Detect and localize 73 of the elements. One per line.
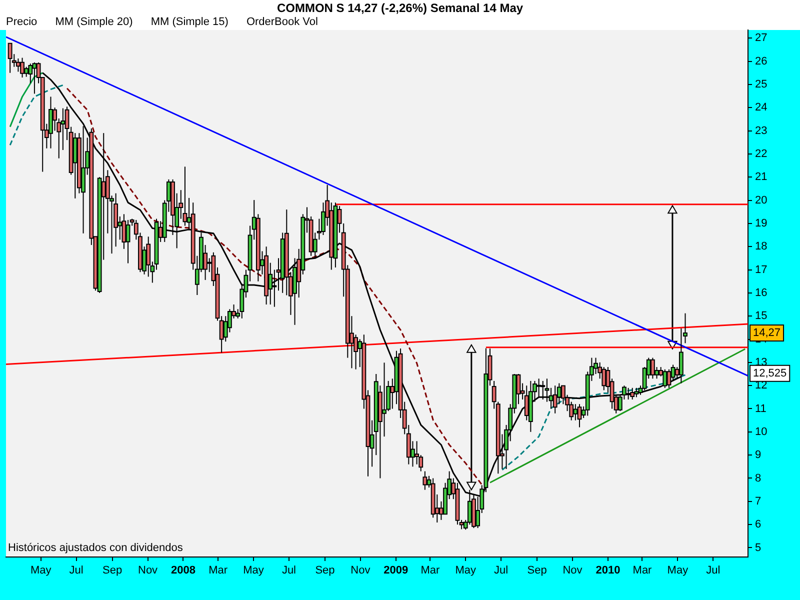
candlestick	[626, 387, 631, 400]
candlestick	[182, 166, 188, 226]
y-tick-label: 7	[755, 495, 762, 508]
y-tick-label: 26	[755, 55, 768, 68]
candlestick	[48, 96, 53, 149]
y-tick-label: 9	[755, 449, 762, 462]
x-tick-label: Nov	[350, 564, 371, 577]
x-tick-label: Jul	[282, 564, 296, 577]
text: MM (Simple 20)	[55, 16, 133, 28]
candlestick	[24, 66, 29, 78]
candlestick	[602, 366, 606, 391]
x-tick-label: 2010	[596, 564, 620, 577]
y-tick-label: 16	[755, 286, 768, 299]
y-tick-label: 10	[755, 426, 768, 438]
candlestick	[540, 380, 546, 400]
x-tick-label: 2008	[170, 564, 196, 577]
text: Precio	[6, 16, 38, 28]
candlestick	[16, 58, 20, 72]
y-tick-label: 6	[755, 518, 762, 531]
y-tick-label: 24	[755, 102, 768, 114]
candlestick	[382, 362, 386, 438]
candlestick	[126, 219, 130, 264]
x-tick-label: Mar	[208, 564, 228, 577]
y-tick-label: 19	[755, 217, 768, 230]
y-tick-label: 15	[755, 310, 768, 322]
y-tick-label: 23	[755, 124, 768, 137]
x-tick-label: Mar	[632, 564, 652, 577]
x-tick-label: May	[667, 564, 689, 577]
x-tick-label: Jul	[494, 564, 508, 577]
candlestick	[666, 368, 672, 388]
x-tick-label: Nov	[562, 564, 583, 577]
candlestick	[634, 387, 639, 398]
candlestick	[536, 378, 542, 398]
candlestick	[20, 57, 24, 78]
candlestick	[32, 62, 37, 94]
x-tick-label: Sep	[102, 564, 122, 577]
x-tick-label: Jul	[69, 564, 84, 577]
candlestick	[662, 368, 668, 388]
y-tick-label: 21	[755, 171, 768, 184]
text: OrderBook Vol	[246, 16, 318, 28]
candlestick	[573, 404, 578, 421]
y-tick-label: 8	[755, 472, 762, 484]
annotation: 12,525	[753, 367, 787, 380]
candlestick	[516, 374, 521, 405]
x-tick-label: May	[30, 564, 52, 577]
x-tick-label: Sep	[527, 564, 547, 577]
x-tick-label: Nov	[138, 564, 158, 577]
y-tick-label: 11	[755, 402, 766, 415]
x-tick-label: May	[243, 564, 264, 577]
y-tick-label: 17	[755, 264, 768, 276]
candlestick	[577, 404, 582, 428]
candlestick	[524, 385, 529, 421]
x-tick-label: 2009	[384, 564, 408, 577]
candlestick	[422, 470, 428, 490]
y-tick-label: 22	[755, 148, 768, 160]
x-tick-label: Jul	[706, 564, 720, 577]
text: MM (Simple 15)	[150, 16, 228, 28]
line-series	[66, 88, 483, 486]
y-tick-label: 5	[755, 542, 762, 554]
x-tick-label: May	[455, 564, 476, 577]
chart-title: COMMON S 14,27 (-2,26%) Semanal 14 May	[276, 1, 524, 15]
x-tick-label: Sep	[315, 564, 335, 577]
candlestick	[630, 387, 635, 400]
candlestick	[552, 385, 558, 414]
y-tick-label: 20	[755, 194, 768, 206]
y-tick-label: 27	[755, 32, 768, 44]
annotation: 14,27	[753, 327, 781, 340]
annotation: Históricos ajustados con dividendos	[8, 542, 183, 554]
y-tick-label: 25	[755, 78, 768, 90]
candlestick	[650, 357, 655, 380]
y-tick-label: 18	[755, 240, 768, 253]
candlestick	[8, 42, 12, 74]
x-tick-label: Mar	[420, 564, 440, 577]
